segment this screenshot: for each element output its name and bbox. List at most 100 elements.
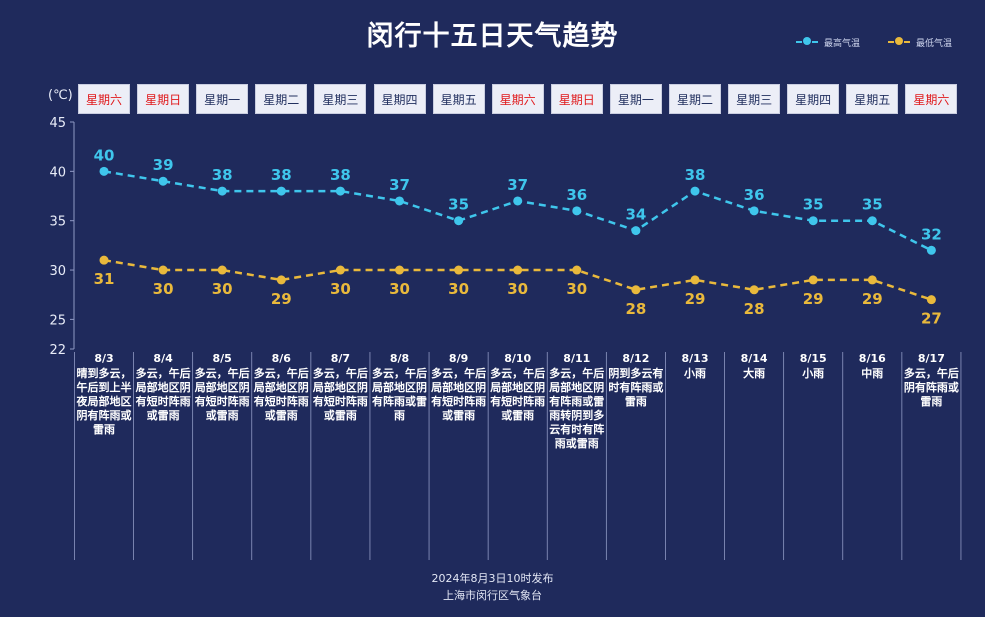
weather-description: 多云，午后局部地区阴有阵雨或雷雨转阴到多云有时有阵雨或雷雨 (549, 367, 605, 450)
low-temp-point (335, 265, 345, 275)
low-temp-label: 28 (744, 300, 765, 318)
y-tick-label: 35 (49, 215, 66, 230)
weather-description: 多云，午后局部地区阴有短时阵雨或雷雨 (135, 367, 191, 422)
day-column: 8/16 中雨 (843, 352, 901, 381)
high-temp-label: 35 (448, 196, 469, 214)
date-label: 8/11 (563, 352, 591, 365)
weekday-label: 星期四 (373, 84, 426, 114)
legend-label: 最高气温 (824, 39, 861, 49)
low-temp-label: 28 (625, 300, 646, 318)
low-temp-label: 30 (212, 280, 233, 298)
day-column: 8/11 多云，午后局部地区阴有阵雨或雷雨转阴到多云有时有阵雨或雷雨 (548, 352, 606, 451)
high-temp-point (867, 216, 877, 226)
day-column: 8/17 多云，午后阴有阵雨或雷雨 (902, 352, 960, 409)
high-temp-label: 38 (330, 166, 351, 184)
low-temp-point (454, 265, 464, 275)
weather-description: 多云，午后局部地区阴有短时阵雨或雷雨 (253, 367, 309, 422)
low-temp-label: 30 (153, 280, 174, 298)
low-temp-label: 29 (862, 290, 883, 308)
footer: 2024年8月3日10时发布 上海市闵行区气象台 (0, 570, 985, 604)
high-temp-point (690, 186, 700, 196)
high-temp-label: 37 (389, 176, 410, 194)
high-temp-point (217, 186, 227, 196)
date-label: 8/4 (153, 352, 173, 365)
low-temp-point (395, 265, 404, 275)
weekday-label: 星期一 (609, 84, 662, 114)
day-column: 8/15 小雨 (784, 352, 842, 381)
low-temp-label: 29 (271, 290, 292, 308)
high-temp-label: 39 (153, 156, 174, 174)
weather-description: 多云，午后局部地区阴有短时阵雨或雷雨 (431, 367, 487, 422)
day-column: 8/12 阴到多云有时有阵雨或雷雨 (607, 352, 665, 409)
low-temp-label: 31 (94, 270, 115, 288)
weather-description: 多云，午后阴有阵雨或雷雨 (903, 367, 959, 408)
weekday-label: 星期一 (196, 84, 249, 114)
day-column: 8/13 小雨 (666, 352, 724, 381)
day-column: 8/3 晴到多云，午后到上半夜局部地区阴有阵雨或雷雨 (75, 352, 133, 437)
weekday-label: 星期五 (846, 84, 899, 114)
low-temp-label: 29 (685, 290, 706, 308)
weather-description: 多云，午后局部地区阴有短时阵雨或雷雨 (194, 367, 250, 422)
date-label: 8/9 (448, 352, 469, 365)
high-temp-label: 36 (744, 186, 765, 204)
low-temp-point (217, 265, 227, 275)
high-temp-label: 35 (862, 196, 883, 214)
weekday-label: 星期六 (491, 84, 544, 114)
issue-time: 2024年8月3日10时发布 (431, 572, 554, 585)
high-temp-label: 32 (921, 225, 942, 243)
weather-description: 阴到多云有时有阵雨或雷雨 (608, 367, 664, 408)
date-label: 8/10 (504, 352, 532, 365)
low-temp-point (158, 265, 168, 275)
weekday-label: 星期三 (728, 84, 781, 114)
y-tick-label: 45 (49, 116, 66, 131)
high-temp-point (276, 186, 286, 196)
y-axis-unit: (℃) (48, 88, 73, 103)
weather-description: 小雨 (684, 367, 706, 380)
weather-description: 晴到多云，午后到上半夜局部地区阴有阵雨或雷雨 (76, 367, 132, 436)
date-label: 8/8 (389, 352, 410, 365)
low-temp-point (276, 275, 286, 285)
y-tick-label: 25 (49, 313, 66, 328)
low-temp-point (867, 275, 877, 285)
low-temp-point (808, 275, 818, 285)
date-label: 8/16 (858, 352, 886, 365)
day-column: 8/10 多云，午后局部地区阴有短时阵雨或雷雨 (489, 352, 547, 423)
date-label: 8/6 (271, 352, 291, 365)
day-column: 8/9 多云，午后局部地区阴有短时阵雨或雷雨 (430, 352, 488, 423)
legend-label: 最低气温 (916, 39, 953, 49)
low-temp-label: 27 (921, 310, 942, 328)
weather-description: 多云，午后局部地区阴有阵雨或雷雨 (372, 367, 427, 422)
high-temp-point (513, 196, 523, 206)
date-label: 8/15 (799, 352, 827, 365)
weather-description: 中雨 (861, 367, 884, 380)
y-tick-label: 40 (49, 165, 66, 180)
high-temp-label: 36 (566, 186, 587, 204)
low-temp-label: 30 (389, 280, 410, 298)
high-temp-point (335, 186, 345, 196)
day-column: 8/6 多云，午后局部地区阴有短时阵雨或雷雨 (252, 352, 310, 423)
y-tick-label: 30 (49, 264, 66, 279)
low-temp-point (572, 265, 582, 275)
weekday-label: 星期二 (669, 84, 721, 114)
low-temp-point (631, 285, 641, 295)
low-temp-label: 30 (507, 280, 528, 298)
high-temp-point (631, 226, 641, 236)
chart-title: 闵行十五日天气趋势 (366, 21, 619, 52)
weather-description: 多云，午后局部地区阴有短时阵雨或雷雨 (312, 367, 368, 422)
high-temp-point (926, 245, 936, 255)
high-temp-label: 38 (271, 166, 292, 184)
weekday-label: 星期四 (787, 84, 840, 114)
high-temp-point (99, 166, 109, 176)
low-temp-label: 30 (330, 280, 351, 298)
day-column: 8/7 多云，午后局部地区阴有短时阵雨或雷雨 (311, 352, 369, 423)
low-temp-label: 30 (566, 280, 587, 298)
day-column: 8/8 多云，午后局部地区阴有阵雨或雷雨 (371, 352, 429, 423)
weekday-label: 星期六 (78, 84, 130, 114)
legend-dot-icon (803, 37, 811, 45)
day-column: 8/14 大雨 (725, 352, 783, 381)
day-column: 8/5 多云，午后局部地区阴有短时阵雨或雷雨 (193, 352, 251, 423)
y-tick-label: 22 (49, 343, 66, 358)
weather-description: 多云，午后局部地区阴有短时阵雨或雷雨 (490, 367, 546, 422)
high-temp-label: 40 (94, 146, 115, 164)
